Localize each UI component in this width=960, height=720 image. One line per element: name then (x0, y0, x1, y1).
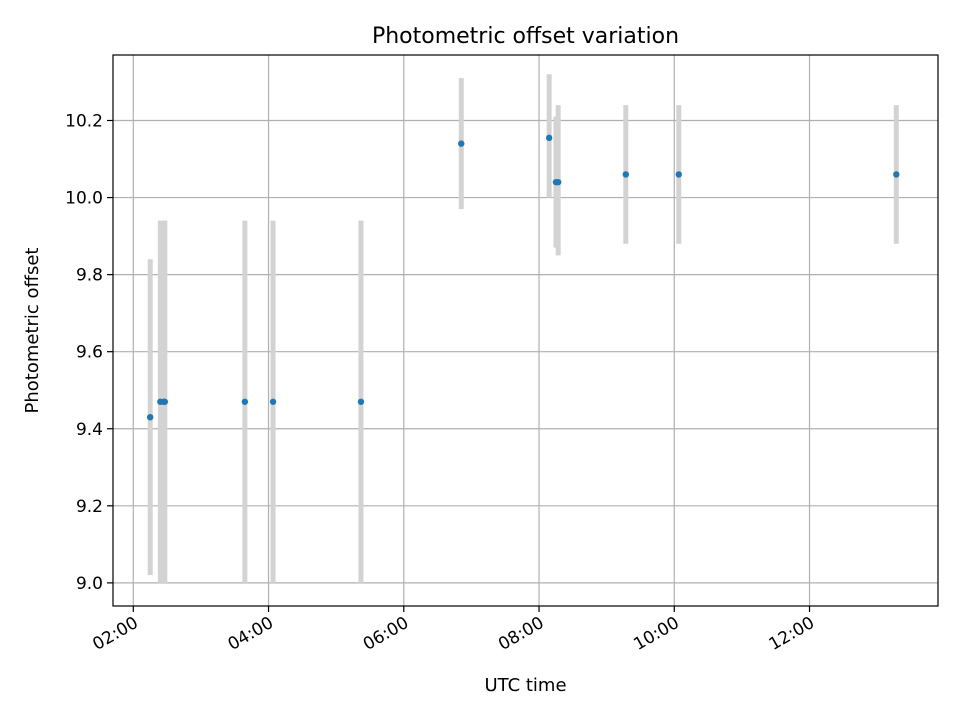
data-point (241, 398, 249, 405)
y-tick-label: 9.0 (76, 574, 103, 594)
plot-frame (112, 54, 939, 607)
data-point (622, 171, 630, 178)
x-tick-label: 02:00 (89, 613, 141, 655)
y-tick-label: 9.8 (76, 266, 103, 286)
data-point (269, 398, 277, 405)
grid (113, 55, 938, 606)
data-point (675, 171, 682, 178)
data-point (545, 134, 553, 142)
y-tick-label: 9.6 (76, 343, 103, 363)
y-tick-label: 9.2 (76, 497, 103, 517)
data-point (893, 171, 900, 178)
data-point (161, 398, 169, 405)
y-tick-label: 10.2 (65, 112, 103, 132)
y-axis-ticks: 9.0 9.2 9.4 9.6 9.8 10.0 10.2 (65, 112, 113, 594)
y-tick-label: 9.4 (76, 420, 103, 440)
x-tick-label: 04:00 (225, 613, 277, 655)
x-tick-label: 12:00 (766, 613, 818, 655)
chart-title: Photometric offset variation (372, 24, 679, 49)
x-tick-label: 06:00 (360, 613, 412, 655)
data-points (146, 134, 900, 421)
x-axis-ticks: 02:00 04:00 06:00 08:00 10:00 12:00 (89, 606, 818, 655)
y-axis-label: Photometric offset (22, 248, 43, 414)
data-point (357, 398, 365, 405)
x-axis-label: UTC time (484, 675, 566, 696)
x-tick-label: 08:00 (495, 613, 547, 655)
data-point (554, 178, 562, 186)
data-point (458, 140, 465, 147)
y-tick-label: 10.0 (65, 189, 103, 209)
x-tick-label: 10:00 (630, 613, 682, 655)
errorbars (147, 74, 899, 583)
data-point (146, 413, 154, 421)
